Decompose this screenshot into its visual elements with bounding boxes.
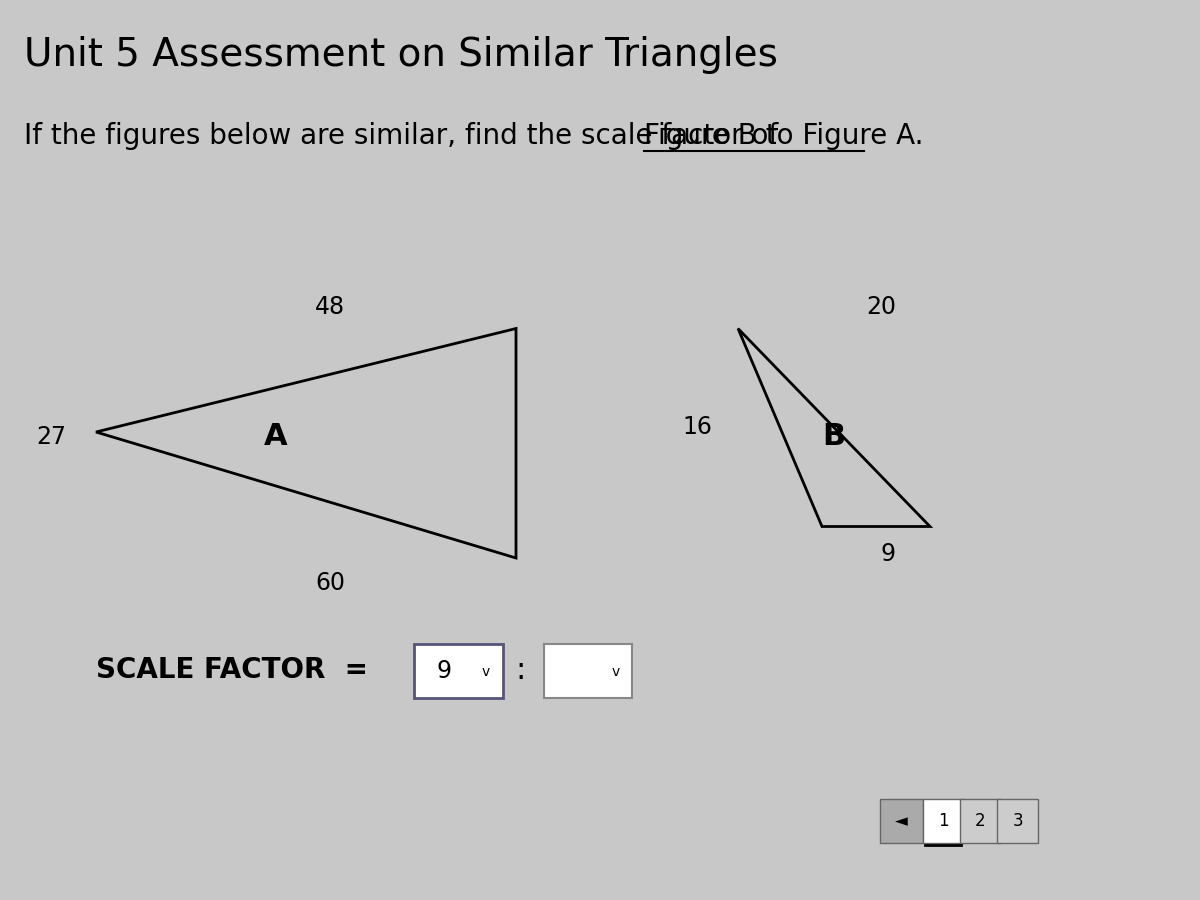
Text: 9: 9 xyxy=(881,542,895,566)
Text: v: v xyxy=(482,665,490,680)
Text: A: A xyxy=(264,422,288,451)
Text: Figure B to Figure A.: Figure B to Figure A. xyxy=(643,122,923,149)
Text: 48: 48 xyxy=(314,295,346,319)
Text: 3: 3 xyxy=(1013,812,1022,830)
Text: v: v xyxy=(612,665,619,680)
Text: Unit 5 Assessment on Similar Triangles: Unit 5 Assessment on Similar Triangles xyxy=(24,36,778,74)
Text: ◄: ◄ xyxy=(895,812,907,830)
FancyBboxPatch shape xyxy=(997,799,1038,843)
FancyBboxPatch shape xyxy=(923,799,964,843)
Text: 1: 1 xyxy=(938,812,948,830)
Text: 60: 60 xyxy=(314,572,346,596)
Text: If the figures below are similar, find the scale factor of: If the figures below are similar, find t… xyxy=(24,122,787,149)
Text: 27: 27 xyxy=(36,425,66,448)
Text: SCALE FACTOR  =: SCALE FACTOR = xyxy=(96,656,368,685)
Text: 9: 9 xyxy=(437,659,452,682)
Text: 20: 20 xyxy=(866,295,896,319)
FancyBboxPatch shape xyxy=(960,799,1001,843)
Text: 2: 2 xyxy=(976,812,985,830)
Text: 16: 16 xyxy=(683,416,713,439)
FancyBboxPatch shape xyxy=(414,644,503,698)
FancyBboxPatch shape xyxy=(544,644,632,698)
Text: B: B xyxy=(822,422,846,451)
Text: :: : xyxy=(516,656,526,685)
FancyBboxPatch shape xyxy=(880,799,923,843)
